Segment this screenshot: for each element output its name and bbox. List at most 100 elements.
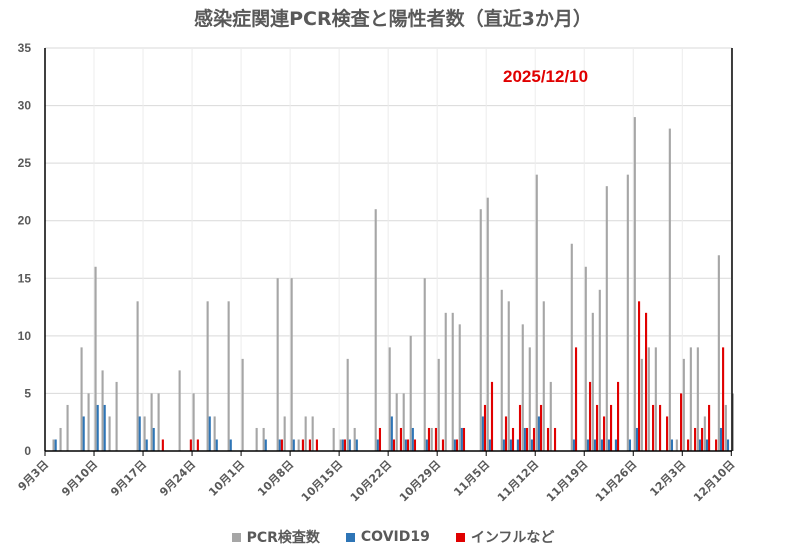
bar-covid19 [229, 439, 232, 451]
y-tick-label: 20 [18, 214, 32, 228]
bar-pcr [451, 312, 454, 451]
bar-pcr [409, 335, 412, 451]
bar-covid19 [572, 439, 575, 451]
bar-pcr [437, 358, 440, 451]
bar-covid19 [481, 416, 484, 451]
x-tick-label: 11月19日 [544, 458, 590, 504]
bar-pcr [255, 427, 258, 451]
bar-covid19 [138, 416, 141, 451]
bar-covid19 [670, 439, 674, 451]
bar-covid19 [600, 439, 603, 451]
bar-pcr [682, 358, 685, 451]
bar-influenza [602, 416, 606, 451]
bar-pcr [192, 393, 195, 451]
bar-influenza [434, 427, 438, 451]
bar-pcr [395, 393, 398, 451]
bar-pcr [80, 347, 83, 451]
bar-covid19 [96, 404, 99, 451]
bar-pcr [402, 393, 405, 451]
bar-covid19 [488, 439, 491, 451]
bar-covid19 [530, 439, 533, 451]
x-tick-label: 10月8日 [255, 458, 296, 499]
bar-pcr [696, 347, 699, 451]
bar-influenza [525, 427, 529, 451]
bar-pcr [150, 393, 153, 451]
bar-pcr [213, 416, 216, 451]
bar-influenza [652, 404, 655, 451]
bar-pcr [584, 266, 587, 451]
bar-pcr [486, 197, 489, 451]
bar-covid19 [705, 439, 709, 451]
bar-pcr [654, 347, 657, 451]
bar-covid19 [425, 439, 428, 451]
bar-influenza [308, 439, 311, 451]
bar-covid19 [278, 439, 281, 451]
bar-pcr [87, 393, 90, 451]
bar-influenza [645, 312, 648, 451]
y-tick-label: 25 [18, 156, 32, 170]
bar-pcr [549, 381, 552, 451]
bar-pcr [115, 381, 118, 451]
legend-item-pcr: PCR検査数 [231, 527, 320, 547]
bar-pcr [430, 427, 433, 451]
x-tick-label: 10月29日 [397, 458, 443, 504]
bar-pcr [675, 439, 678, 451]
bar-covid19 [341, 439, 344, 451]
bar-pcr [521, 324, 524, 451]
bar-covid19 [264, 439, 267, 451]
bar-covid19 [145, 439, 148, 451]
bar-influenza [392, 439, 396, 451]
bar-pcr [353, 427, 356, 451]
bar-pcr [535, 174, 538, 451]
legend-label-pcr: PCR検査数 [246, 530, 320, 546]
bar-influenza [413, 439, 417, 451]
bar-pcr [178, 370, 181, 451]
bar-covid19 [628, 439, 631, 451]
bar-pcr [206, 301, 209, 451]
x-tick-label: 11月26日 [593, 458, 639, 504]
bar-pcr [157, 393, 160, 451]
bar-pcr [339, 439, 342, 451]
bar-pcr [640, 358, 643, 451]
bar-influenza [399, 427, 403, 451]
bar-pcr [724, 404, 727, 451]
bar-covid19 [152, 427, 155, 451]
bar-influenza [715, 439, 718, 451]
bar-influenza [280, 439, 283, 451]
x-tick-label: 10月15日 [299, 458, 345, 504]
bar-covid19 [502, 439, 505, 451]
legend-item-covid19: COVID19 [345, 527, 430, 547]
legend-swatch-covid19 [345, 532, 355, 542]
bar-covid19 [523, 427, 526, 451]
bar-influenza [539, 404, 543, 451]
bar-influenza [638, 301, 641, 451]
bar-pcr [388, 347, 391, 451]
bar-covid19 [54, 439, 57, 451]
bar-covid19 [292, 439, 295, 451]
bar-pcr [311, 416, 314, 451]
bar-influenza [406, 439, 410, 451]
bar-pcr [290, 278, 293, 451]
bar-covid19 [215, 439, 218, 451]
bar-influenza [518, 404, 522, 451]
bar-covid19 [607, 439, 610, 451]
bar-pcr [108, 416, 111, 451]
bar-pcr [262, 427, 265, 451]
date-annotation: 2025/12/10 [503, 67, 589, 86]
bar-pcr [423, 278, 426, 451]
bar-influenza [511, 427, 515, 451]
bar-pcr [689, 347, 692, 451]
bar-influenza [680, 393, 683, 451]
bar-covid19 [355, 439, 358, 451]
bar-covid19 [593, 439, 596, 451]
x-tick-label: 9月17日 [108, 458, 149, 499]
bar-covid19 [516, 439, 519, 451]
x-tick-label: 10月1日 [206, 458, 247, 499]
y-tick-label: 15 [18, 271, 32, 285]
bar-pcr [528, 347, 531, 451]
bar-pcr [444, 312, 447, 451]
bar-covid19 [460, 427, 463, 451]
x-tick-label: 12月10日 [691, 458, 737, 504]
bar-influenza [666, 416, 669, 451]
x-tick-label: 12月3日 [647, 458, 688, 499]
